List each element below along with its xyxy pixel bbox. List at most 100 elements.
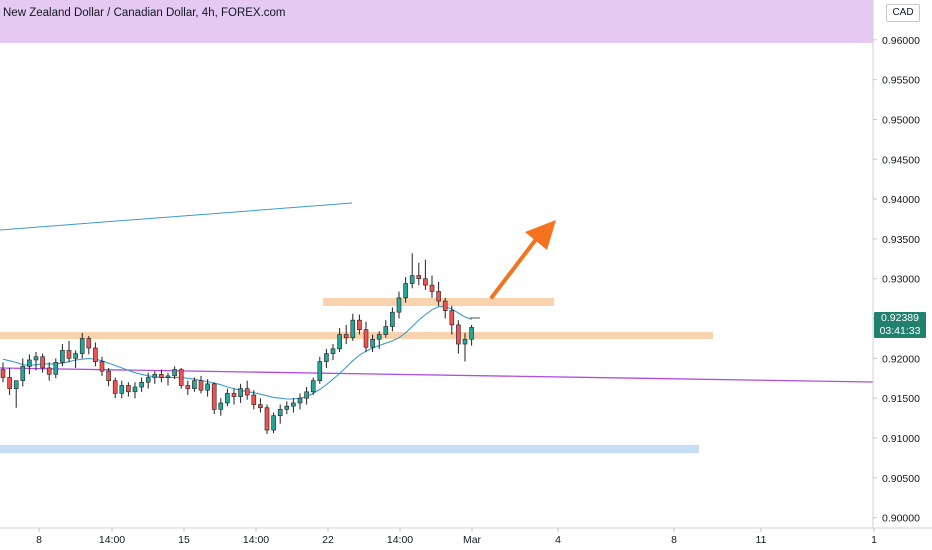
- candle-countdown: 03:41:33: [879, 325, 921, 337]
- candle-body: [324, 353, 329, 362]
- candle: [376, 331, 382, 349]
- candle-body: [13, 380, 19, 389]
- candle-body: [251, 394, 257, 405]
- candle-body: [383, 326, 389, 335]
- candle: [330, 344, 336, 360]
- price-tick-label: 0.92000: [882, 353, 920, 365]
- candle: [126, 382, 131, 397]
- price-axis[interactable]: 0.96000 0.95500 0.95000 0.94500 0.94000 0.935…: [872, 0, 920, 528]
- candle: [33, 352, 39, 371]
- candle-body: [370, 338, 375, 348]
- sr-zone-lower: [0, 332, 713, 339]
- candle: [350, 313, 356, 341]
- candle-body: [159, 373, 164, 378]
- candle: [271, 412, 276, 434]
- candle-body: [185, 385, 191, 389]
- last-price-value: 0.92389: [881, 312, 919, 324]
- price-tick-label: 0.95000: [882, 114, 920, 126]
- candle: [205, 379, 210, 397]
- candle: [139, 377, 144, 392]
- candle: [436, 281, 441, 306]
- candle: [291, 398, 296, 413]
- price-tick-label: 0.91500: [882, 393, 920, 405]
- candle-body: [390, 311, 395, 327]
- candle-body: [258, 404, 263, 409]
- candle-body: [106, 370, 111, 381]
- candle-body: [152, 373, 158, 378]
- time-tick-label: 1: [871, 534, 877, 546]
- candle-body: [469, 327, 474, 340]
- candle-body: [172, 369, 177, 377]
- bullish-arrow-icon: [490, 220, 556, 299]
- candle: [337, 328, 342, 352]
- candle: [231, 388, 237, 405]
- time-tick-label: 22: [322, 534, 334, 546]
- candle-body: [86, 338, 92, 349]
- candle: [317, 356, 323, 384]
- candle-body: [178, 369, 184, 386]
- candle-body: [244, 388, 250, 396]
- candle-body: [376, 334, 382, 340]
- time-tick-label: 14:00: [243, 534, 269, 546]
- candle: [310, 377, 316, 396]
- time-tick-label: 8: [36, 534, 42, 546]
- currency-label[interactable]: CAD: [886, 4, 920, 22]
- price-tick-label: 0.90500: [882, 473, 920, 485]
- candle: [192, 377, 197, 392]
- candle: [159, 369, 164, 383]
- candle-body: [350, 319, 356, 338]
- time-axis[interactable]: 8 14:00 15 14:00 22 14:00 Mar 4 8 11 1: [0, 527, 932, 546]
- candle: [238, 383, 243, 403]
- candle-body: [79, 338, 85, 354]
- candle-body: [7, 377, 12, 389]
- candle-body: [99, 361, 105, 372]
- candle-body: [40, 356, 45, 369]
- candle-body: [271, 415, 276, 431]
- candle: [46, 362, 52, 381]
- candle: [165, 372, 171, 386]
- candle-body: [33, 356, 39, 361]
- candle: [370, 334, 375, 352]
- resistance-zone: [0, 0, 873, 43]
- time-tick-label: 15: [178, 534, 190, 546]
- time-tick-label: 14:00: [387, 534, 413, 546]
- candle: [396, 291, 402, 319]
- candle-body: [126, 385, 131, 393]
- candle: [20, 358, 26, 387]
- candle-body: [198, 380, 204, 391]
- candle: [363, 321, 369, 352]
- time-tick-label: 4: [555, 534, 561, 546]
- candle-body: [284, 405, 290, 410]
- price-tick-label: 0.95500: [882, 75, 920, 87]
- candle-body: [225, 393, 230, 404]
- candle-body: [139, 381, 144, 388]
- price-tick-label: 0.94000: [882, 194, 920, 206]
- candle: [284, 401, 290, 415]
- candle: [462, 332, 468, 362]
- candle: [211, 382, 217, 415]
- candle: [409, 253, 415, 289]
- candle-body: [456, 324, 461, 345]
- chart-title: New Zealand Dollar / Canadian Dollar, 4h…: [3, 7, 286, 19]
- candle-body: [60, 350, 65, 363]
- candle: [119, 380, 125, 399]
- candle-body: [429, 284, 435, 292]
- candle: [258, 398, 263, 413]
- candle-body: [112, 380, 118, 394]
- time-tick-label: 14:00: [99, 534, 125, 546]
- candle-body: [264, 407, 270, 431]
- price-tick-label: 0.96000: [882, 35, 920, 47]
- candle-body: [291, 402, 296, 407]
- candle: [0, 362, 6, 383]
- candle-body: [218, 402, 224, 410]
- candle: [429, 275, 435, 298]
- candle-body: [46, 367, 52, 375]
- candle-body: [403, 283, 408, 299]
- candle: [416, 262, 422, 286]
- candle: [297, 393, 303, 410]
- candle-body: [310, 380, 316, 393]
- candle: [112, 377, 118, 399]
- candle: [390, 307, 395, 332]
- candle: [403, 277, 408, 303]
